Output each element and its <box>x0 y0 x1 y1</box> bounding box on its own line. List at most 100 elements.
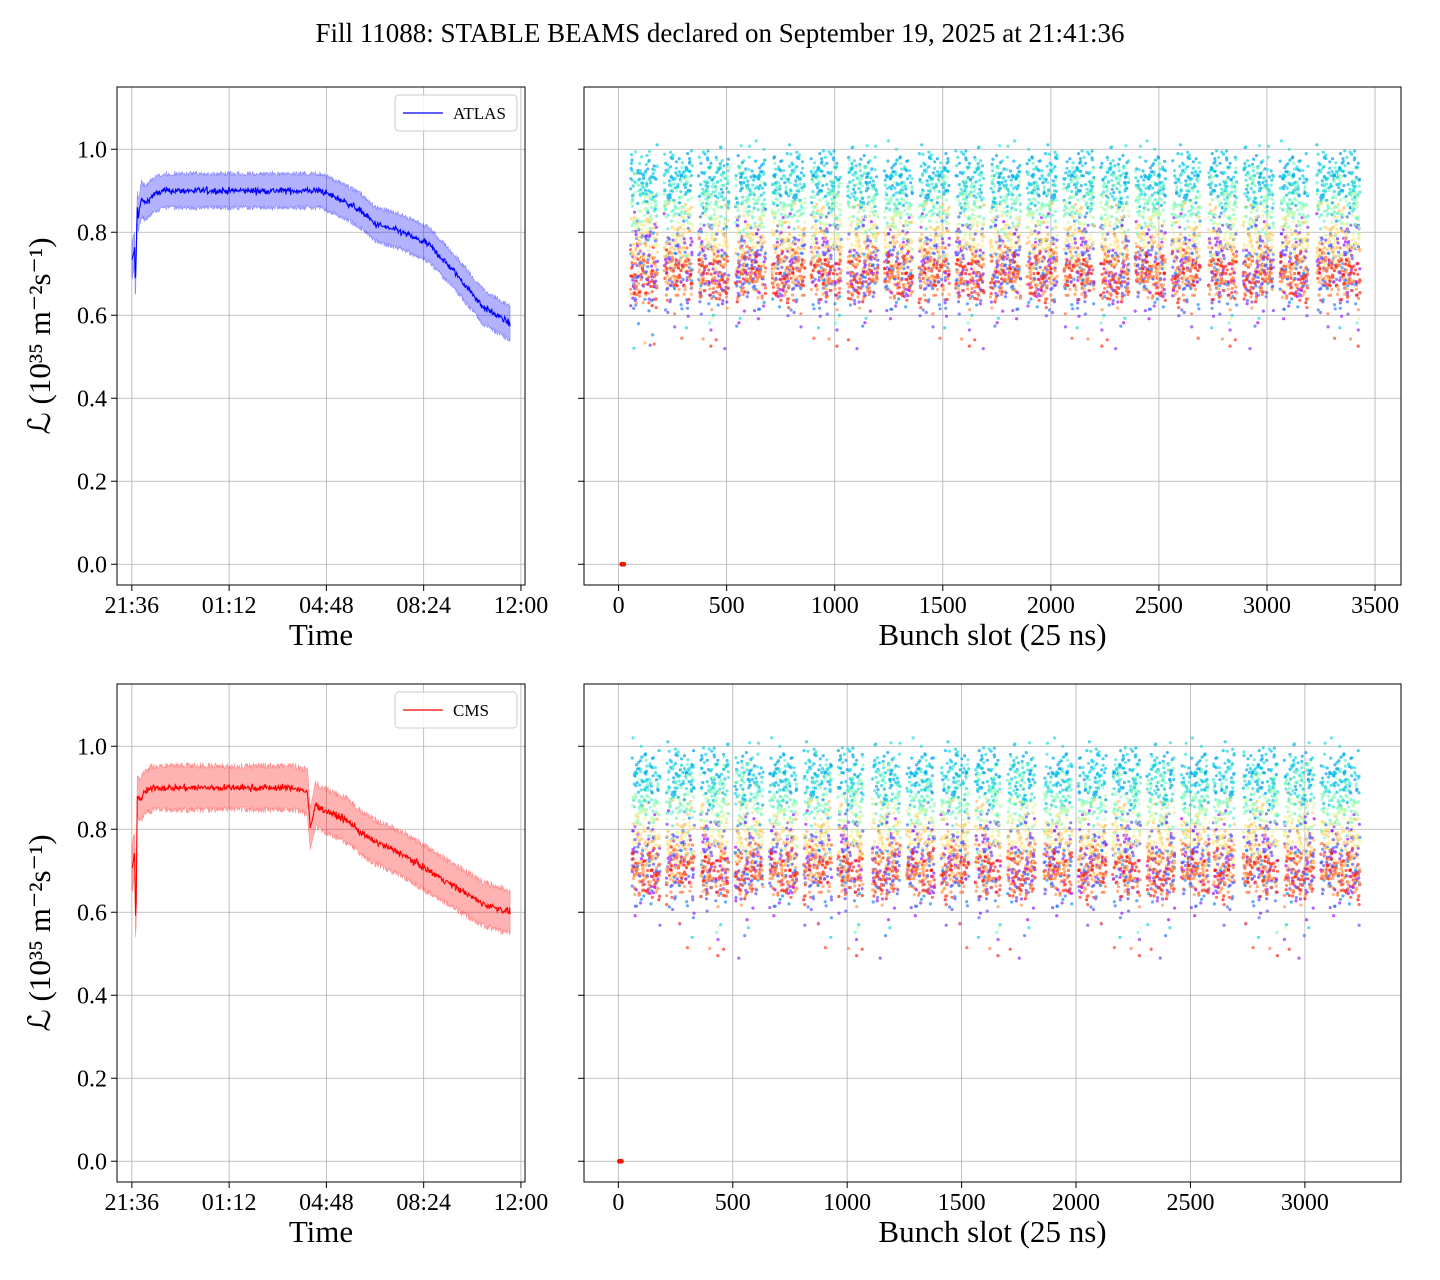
bunch-point <box>750 169 754 173</box>
bunch-point <box>809 157 813 161</box>
bunch-point <box>772 243 776 247</box>
bunch-point <box>700 243 705 248</box>
bunch-point <box>820 214 824 218</box>
bunch-point <box>683 231 687 235</box>
bunch-point <box>822 223 826 227</box>
bunch-point <box>910 289 915 293</box>
bunch-point <box>687 176 691 180</box>
bunch-point <box>825 183 829 187</box>
bunch-point <box>993 300 997 304</box>
bunch-point <box>1009 178 1013 182</box>
bunch-point <box>994 209 998 213</box>
bunch-point <box>810 251 815 255</box>
bunch-point <box>698 291 703 295</box>
bunch-point <box>649 214 653 218</box>
bunch-point <box>1045 279 1049 283</box>
bunch-point <box>874 144 878 148</box>
bunch-point <box>981 280 985 284</box>
bunch-point <box>684 326 689 330</box>
bunch-point <box>1043 289 1047 293</box>
bunch-point <box>797 233 802 237</box>
bunch-point <box>735 226 739 230</box>
bunch-point <box>690 268 694 272</box>
bunch-point <box>633 172 638 176</box>
bunch-point <box>1004 263 1008 267</box>
bunch-point <box>980 265 984 269</box>
bunch-point <box>956 155 960 159</box>
bunch-point <box>938 336 942 340</box>
bunch-point <box>1028 251 1032 256</box>
bunch-point <box>773 216 777 220</box>
bunch-point <box>959 201 963 205</box>
bunch-point <box>925 200 929 204</box>
bunch-point <box>701 282 705 286</box>
bunch-point <box>1011 193 1015 197</box>
bunch-point <box>1025 162 1029 166</box>
bunch-point <box>688 189 692 193</box>
bunch-point <box>861 196 865 200</box>
bunch-point <box>736 224 740 228</box>
bunch-point <box>685 246 689 250</box>
bunch-point <box>725 186 729 191</box>
bunch-point <box>650 191 654 195</box>
bunch-point <box>712 258 716 262</box>
bunch-point <box>683 288 687 292</box>
bunch-point <box>822 164 826 168</box>
bunch-point <box>924 286 928 290</box>
bunch-point <box>756 296 760 300</box>
bunch-point <box>770 273 774 277</box>
bunch-point <box>864 293 868 297</box>
bunch-point <box>868 309 873 313</box>
bunch-point <box>824 194 828 198</box>
bunch-point <box>1000 214 1004 218</box>
bunch-point <box>723 234 727 238</box>
bunch-point <box>891 238 895 242</box>
bunch-point <box>839 237 843 241</box>
bunch-point <box>700 240 704 244</box>
bunch-point <box>801 279 805 283</box>
bunch-point <box>1013 260 1017 264</box>
bunch-point <box>1049 248 1053 252</box>
bunch-point <box>633 261 637 265</box>
bunch-point <box>968 316 972 321</box>
bunch-point <box>795 184 799 188</box>
bunch-point <box>690 223 694 227</box>
bunch-point <box>774 210 778 215</box>
bunch-point <box>943 301 947 305</box>
bunch-point <box>1017 270 1021 274</box>
bunch-point <box>1028 270 1033 274</box>
bunch-point <box>961 253 965 258</box>
bunch-point <box>910 282 914 286</box>
bunch-point <box>921 152 925 156</box>
bunch-point <box>735 196 739 200</box>
bunch-point <box>706 195 711 199</box>
bunch-point <box>905 194 909 198</box>
bunch-point <box>999 286 1004 290</box>
bunch-point <box>682 219 686 223</box>
bunch-point <box>871 263 875 267</box>
bunch-point <box>856 295 860 299</box>
bunch-point <box>793 200 797 204</box>
bunch-point <box>711 190 715 194</box>
bunch-point <box>890 291 894 295</box>
bunch-point <box>886 232 891 236</box>
bunch-point <box>835 272 839 276</box>
bunch-point <box>899 216 903 220</box>
bunch-point <box>711 262 715 266</box>
bunch-point <box>973 232 977 236</box>
bunch-point <box>667 237 672 241</box>
bunch-point <box>754 206 758 211</box>
bunch-point <box>860 184 864 188</box>
bunch-point <box>725 259 730 263</box>
bunch-point <box>858 165 862 169</box>
bunch-point <box>697 236 701 240</box>
bunch-point <box>663 172 667 176</box>
bunch-point <box>1003 255 1007 259</box>
bunch-point <box>831 207 835 211</box>
bunch-point <box>736 202 740 206</box>
bunch-point <box>978 187 982 191</box>
bunch-point <box>649 217 654 221</box>
bunch-point <box>636 270 641 274</box>
bunch-point <box>977 165 981 169</box>
bunch-point <box>1051 179 1055 183</box>
